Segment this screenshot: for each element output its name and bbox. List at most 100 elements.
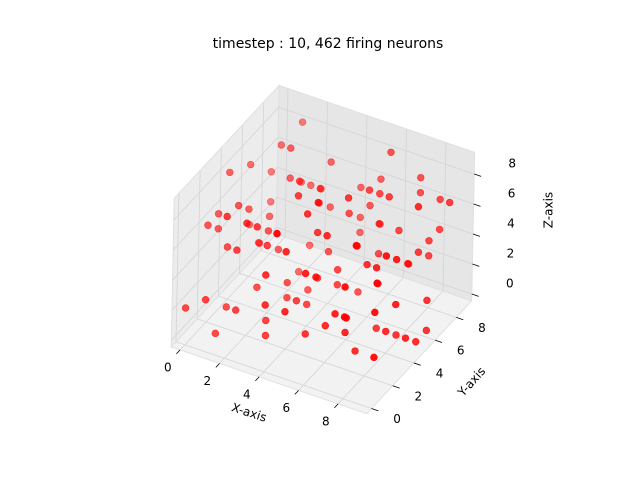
z-tick-label: 2 [507,247,515,261]
grid-line [217,147,222,297]
neuron-point [340,313,349,321]
neuron-point [295,177,304,185]
neuron-point [382,252,391,260]
grid-line [298,277,404,391]
x-tick-label: 8 [322,415,330,429]
neuron-point [404,259,412,268]
neuron-point [372,324,380,332]
x-axis-label: X-axis [230,400,269,424]
y-tick-label: 0 [393,412,401,426]
grid-line [239,272,436,341]
chart-title: timestep : 10, 462 firing neurons [213,36,444,52]
neuron-point [327,158,335,166]
neuron-point [375,220,383,228]
neuron-point [222,303,230,311]
y-tick [371,408,379,412]
neuron-point [323,232,331,240]
neuron-point [387,148,395,157]
neuron-point [352,241,360,250]
grid-line [337,290,444,405]
grid-line [363,115,368,265]
neuron-point [392,300,400,309]
neuron-point [374,250,383,258]
neuron-point [425,252,433,260]
neuron-point [263,241,271,250]
x-tick [176,349,181,355]
neuron-point [232,306,240,314]
neuron-point [294,192,303,200]
neuron-point [282,248,290,256]
back-pane [275,84,476,302]
grid-line [219,250,325,364]
grid-line [175,341,372,409]
grid-line [173,106,279,221]
neuron-point [211,329,220,338]
neuron-point [392,255,401,264]
neuron-point [265,212,274,221]
neuron-point [295,268,303,276]
neuron-point [283,293,291,302]
x-tick-label: 0 [164,361,172,375]
neuron-point [321,322,329,330]
neuron-point [416,188,425,197]
neuron-point [425,237,433,245]
z-tick [472,233,481,237]
neuron-point [351,347,359,355]
grid-line [179,236,286,351]
neuron-point [423,296,431,305]
neuron-point [214,225,223,233]
neuron-point [262,271,270,279]
grid-line [218,295,415,364]
neuron-point [303,300,311,309]
neuron-point [281,308,289,316]
neuron-point [412,338,420,346]
neuron-point [301,269,310,278]
grid-line [442,142,447,292]
neuron-point [247,160,255,169]
neuron-point [357,183,365,192]
neuron-point [312,273,320,281]
neuron-point [363,260,371,269]
y-tick-label: 2 [415,389,423,403]
x-tick-label: 2 [203,374,211,388]
x-tick [294,390,299,395]
neuron-point [264,227,273,235]
neuron-point [382,327,390,336]
neuron-point [292,297,301,305]
grid-line [260,102,265,251]
z-tick [472,263,480,267]
grid-line [278,106,475,175]
neuron-point [344,194,353,202]
neuron-point [372,264,381,272]
neuron-point [287,144,295,152]
y-tick-label: 6 [457,344,465,358]
z-tick-label: 4 [507,217,515,231]
neuron-point [303,210,312,218]
neuron-point [331,310,339,318]
neuron-point [414,248,423,256]
x-tick-label: 4 [243,388,251,402]
neuron-point [385,193,393,201]
neuron-point [377,175,385,183]
grid-line [284,88,289,238]
y-tick [392,385,400,389]
grid-line [172,166,278,281]
neuron-point [401,334,410,342]
y-tick-label: 8 [478,321,486,335]
neuron-point [445,198,454,207]
neuron-point [313,228,322,237]
neuron-point [305,241,314,250]
neuron-point [181,304,190,312]
grid-line [171,196,278,311]
grid-line [277,166,474,235]
neuron-point [253,223,261,231]
neuron-point [316,184,324,193]
neuron-point [314,198,322,207]
grid-line [197,318,393,387]
neuron-point [214,210,223,218]
grid-line [276,196,473,265]
neuron-point [226,168,234,177]
grid-line [403,129,407,278]
grid-line [175,193,180,342]
